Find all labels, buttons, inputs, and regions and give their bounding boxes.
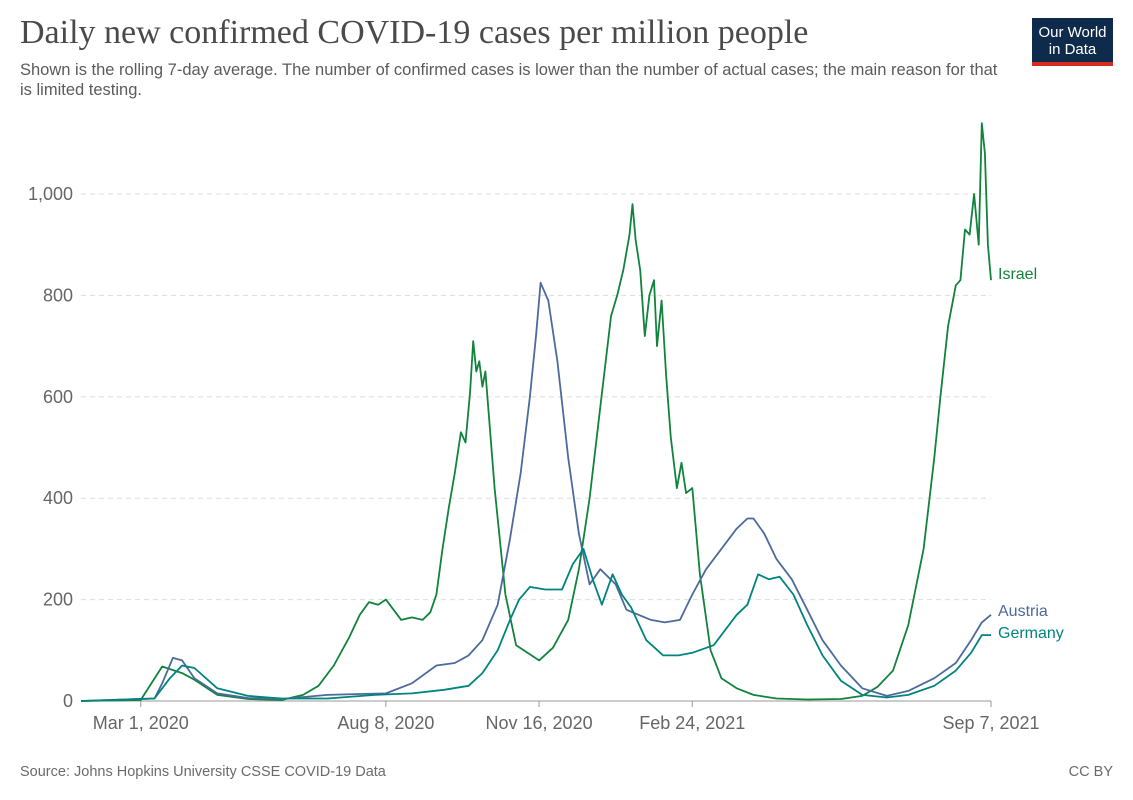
- series-lines[interactable]: [80, 122, 992, 702]
- series-labels: Israel Austria Germany: [998, 266, 1064, 642]
- source-note[interactable]: Source: Johns Hopkins University CSSE CO…: [20, 764, 386, 780]
- series-line-israel[interactable]: [80, 122, 992, 702]
- chart-subtitle: Shown is the rolling 7-day average. The …: [20, 61, 998, 99]
- series-line-austria[interactable]: [80, 281, 992, 702]
- grid-lines: 0 200 400 600 800 1,000: [28, 184, 991, 711]
- series-label-germany[interactable]: Germany: [998, 625, 1064, 642]
- series-label-austria[interactable]: Austria: [998, 603, 1048, 620]
- y-tick-label: 0: [63, 691, 73, 711]
- owid-logo[interactable]: Our World in Data: [1032, 18, 1113, 66]
- y-tick-label: 400: [43, 488, 73, 508]
- x-tick-label: Mar 1, 2020: [93, 713, 189, 733]
- y-tick-label: 1,000: [28, 184, 73, 204]
- series-line-germany[interactable]: [80, 548, 991, 702]
- x-tick-label: Sep 7, 2021: [942, 713, 1039, 733]
- series-label-israel[interactable]: Israel: [998, 266, 1037, 283]
- y-tick-label: 200: [43, 590, 73, 610]
- x-tick-label: Aug 8, 2020: [337, 713, 434, 733]
- x-tick-label: Feb 24, 2021: [639, 713, 745, 733]
- license-note[interactable]: CC BY: [1068, 764, 1113, 780]
- y-tick-label: 800: [43, 285, 73, 305]
- logo-line-1: Our World: [1038, 24, 1107, 41]
- x-tick-label: Nov 16, 2020: [486, 713, 593, 733]
- logo-line-2: in Data: [1048, 41, 1097, 58]
- x-axis: Mar 1, 2020 Aug 8, 2020 Nov 16, 2020 Feb 24…: [81, 700, 1040, 733]
- chart-title: Daily new confirmed COVID-19 cases per m…: [20, 14, 809, 51]
- y-tick-label: 600: [43, 387, 73, 407]
